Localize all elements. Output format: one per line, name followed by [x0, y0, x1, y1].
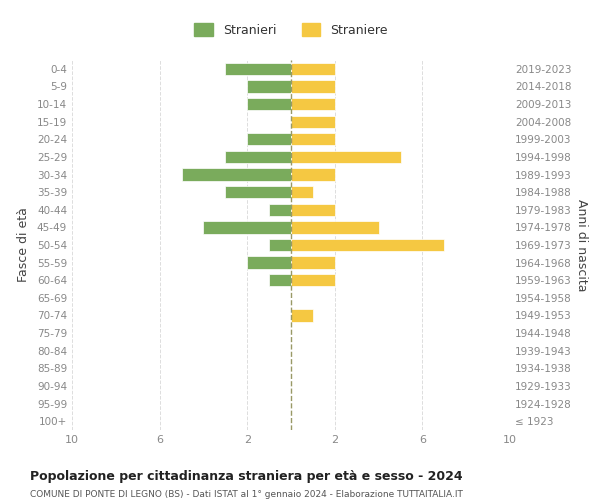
Bar	[226, 186, 291, 198]
Bar	[247, 80, 291, 92]
Bar	[291, 204, 335, 216]
Bar	[291, 80, 335, 92]
Y-axis label: Anni di nascita: Anni di nascita	[575, 198, 588, 291]
Bar	[226, 62, 291, 75]
Bar	[291, 239, 444, 251]
Legend: Stranieri, Straniere: Stranieri, Straniere	[189, 18, 393, 42]
Bar	[291, 62, 335, 75]
Bar	[291, 310, 313, 322]
Bar	[226, 150, 291, 163]
Y-axis label: Fasce di età: Fasce di età	[17, 208, 30, 282]
Bar	[182, 168, 291, 180]
Bar	[291, 98, 335, 110]
Bar	[291, 168, 335, 180]
Bar	[247, 98, 291, 110]
Text: Popolazione per cittadinanza straniera per età e sesso - 2024: Popolazione per cittadinanza straniera p…	[30, 470, 463, 483]
Bar	[269, 239, 291, 251]
Bar	[291, 221, 379, 234]
Bar	[269, 274, 291, 286]
Bar	[247, 256, 291, 269]
Bar	[291, 186, 313, 198]
Bar	[269, 204, 291, 216]
Bar	[291, 116, 335, 128]
Bar	[291, 133, 335, 145]
Bar	[203, 221, 291, 234]
Text: COMUNE DI PONTE DI LEGNO (BS) - Dati ISTAT al 1° gennaio 2024 - Elaborazione TUT: COMUNE DI PONTE DI LEGNO (BS) - Dati IST…	[30, 490, 463, 499]
Bar	[247, 133, 291, 145]
Bar	[291, 150, 401, 163]
Bar	[291, 256, 335, 269]
Bar	[291, 274, 335, 286]
